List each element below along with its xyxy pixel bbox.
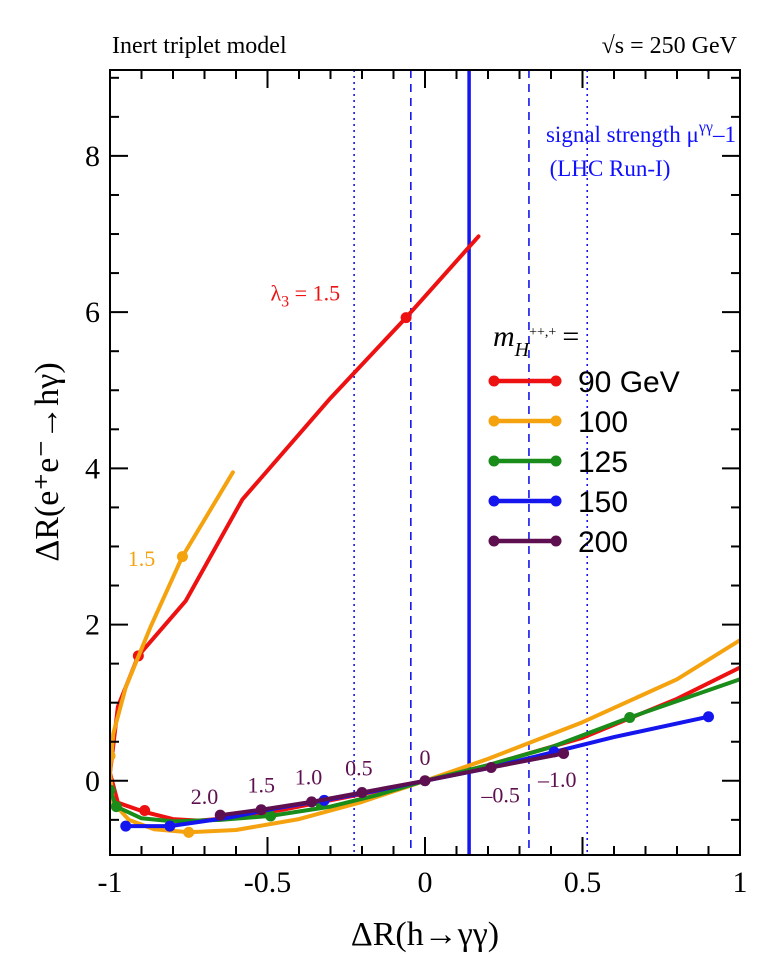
x-tick-label: -1 <box>98 866 123 899</box>
series-marker-3-1 <box>164 820 176 832</box>
legend-title-sup: ++,+ <box>529 325 556 340</box>
series-marker-2-1 <box>110 801 122 813</box>
y-tick-label: 8 <box>85 140 100 173</box>
legend-title: mH++,+ = <box>493 320 579 361</box>
legend-marker-right-3 <box>550 495 562 507</box>
x-axis-title: ΔR(h→γγ) <box>351 916 499 953</box>
series-marker-0-0 <box>400 312 412 324</box>
annotation-5: 0.5 <box>345 755 373 780</box>
lhc-run-label: (LHC Run-I) <box>550 156 671 181</box>
series-marker-1-2 <box>183 826 195 838</box>
annotation-6: 0 <box>420 745 431 770</box>
signal-strength-text: signal strength μ <box>546 122 699 147</box>
x-tick-label: 0.5 <box>564 866 602 899</box>
series-marker-3-0 <box>120 820 132 832</box>
series-line-125 <box>110 677 740 824</box>
legend-title-sub: H <box>514 339 531 361</box>
y-tick-label: 6 <box>85 296 100 329</box>
legend-marker-left-2 <box>488 455 500 467</box>
annotation-3: 1.5 <box>247 773 275 798</box>
series-marker-0-2 <box>139 804 151 816</box>
signal-strength-label: signal strength μγγ–1 <box>546 119 736 147</box>
legend-marker-left-4 <box>488 535 500 547</box>
y-tick-label: 0 <box>85 765 100 798</box>
annotation-0: λ3 = 1.5 <box>271 280 341 310</box>
series-marker-2-0 <box>110 784 116 796</box>
series-marker-1-0 <box>176 551 188 563</box>
series-marker-4-5 <box>485 762 497 774</box>
legend-label-3: 150 <box>578 486 628 519</box>
series-marker-2-4 <box>624 712 636 724</box>
annotation-7: –0.5 <box>480 783 520 808</box>
annotation-4: 1.0 <box>295 765 323 790</box>
chart-title-left: Inert triplet model <box>112 33 287 59</box>
x-tick-label: 1 <box>733 866 748 899</box>
series-group <box>110 234 740 838</box>
legend-marker-right-1 <box>550 415 562 427</box>
legend-marker-right-2 <box>550 455 562 467</box>
series-line-150 <box>123 714 711 829</box>
legend-marker-left-1 <box>488 415 500 427</box>
x-tick-label: 0 <box>418 866 433 899</box>
legend-label-0: 90 GeV <box>578 366 680 399</box>
series-marker-3-4 <box>703 711 714 723</box>
series-marker-2-2 <box>265 810 277 822</box>
y-tick-label: 4 <box>85 452 100 485</box>
legend-items: 90 GeV 100 125 150 200 <box>488 366 680 559</box>
series-marker-4-2 <box>306 796 318 808</box>
legend-label-2: 125 <box>578 446 628 479</box>
series-marker-4-1 <box>255 804 267 816</box>
series-marker-1-1 <box>110 750 116 762</box>
annotation-group: λ3 = 1.5 1.5 2.0 1.5 1.0 0.5 0 –0.5 –1.0 <box>128 280 577 809</box>
annotation-1: 1.5 <box>128 546 156 571</box>
legend-marker-right-0 <box>550 375 562 387</box>
y-axis-title: ΔR(e⁺e⁻→hγ) <box>29 362 66 561</box>
legend-marker-left-3 <box>488 495 500 507</box>
series-marker-4-4 <box>419 775 431 787</box>
legend-marker-left-0 <box>488 375 500 387</box>
y-tick-label: 2 <box>85 609 100 642</box>
chart-title-right: √s = 250 GeV <box>602 33 738 59</box>
signal-strength-sup: γγ <box>698 119 713 136</box>
legend-title-eq: = <box>562 320 579 353</box>
legend-title-m: m <box>493 320 515 353</box>
plot-frame <box>109 69 741 856</box>
series-marker-4-0 <box>214 809 226 821</box>
legend: mH++,+ = 90 GeV 100 125 150 200 <box>488 320 680 559</box>
annotation-8: –1.0 <box>537 767 577 792</box>
legend-marker-right-4 <box>550 535 562 547</box>
axes: -1 -0.5 0 0.5 1 0 2 4 6 8 <box>85 69 748 899</box>
legend-label-4: 200 <box>578 526 628 559</box>
annotation-2: 2.0 <box>191 784 219 809</box>
x-tick-label: -0.5 <box>244 866 292 899</box>
series-marker-4-3 <box>356 787 368 799</box>
series-marker-4-6 <box>558 747 570 759</box>
legend-label-1: 100 <box>578 406 628 439</box>
signal-strength-tail: –1 <box>712 122 736 147</box>
series-line-90-gev <box>110 234 740 823</box>
